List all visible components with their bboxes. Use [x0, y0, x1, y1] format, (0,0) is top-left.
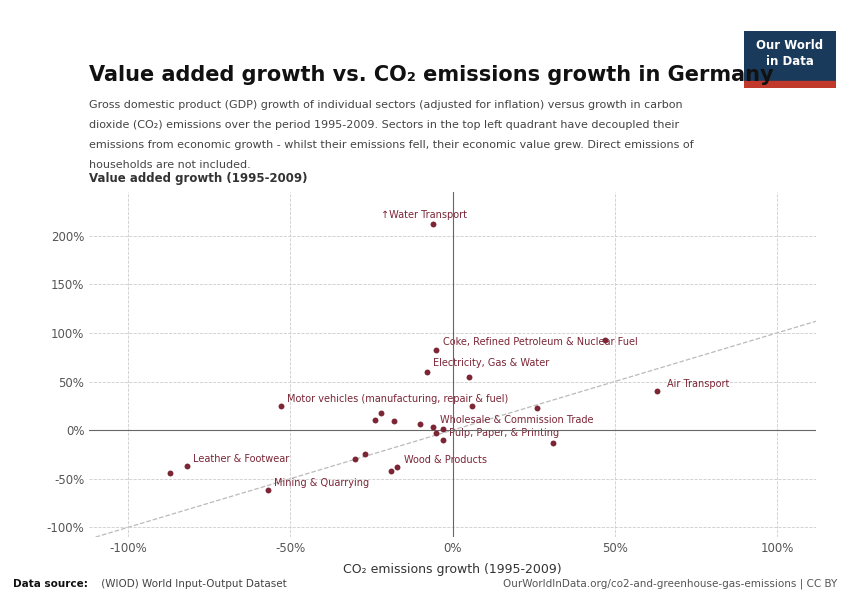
Point: [462, 372, 476, 382]
Text: Motor vehicles (manufacturing, repair & fuel): Motor vehicles (manufacturing, repair & …: [287, 394, 508, 404]
Text: Wholesale & Commission Trade: Wholesale & Commission Trade: [439, 415, 593, 425]
Text: Value added growth (1995-2009): Value added growth (1995-2009): [89, 172, 308, 185]
Point: [375, 408, 388, 418]
Text: ↑Water Transport: ↑Water Transport: [382, 210, 468, 220]
Point: [388, 416, 401, 426]
Point: [429, 346, 443, 355]
Point: [420, 367, 434, 377]
Point: [598, 335, 612, 344]
Point: [368, 416, 382, 425]
Text: Wood & Products: Wood & Products: [404, 455, 487, 465]
Text: Our World
in Data: Our World in Data: [756, 39, 823, 68]
Point: [427, 219, 440, 229]
Point: [429, 428, 443, 438]
Text: Electricity, Gas & Water: Electricity, Gas & Water: [434, 358, 549, 368]
Text: (WIOD) World Input-Output Dataset: (WIOD) World Input-Output Dataset: [98, 579, 286, 589]
X-axis label: CO₂ emissions growth (1995-2009): CO₂ emissions growth (1995-2009): [343, 563, 562, 576]
Text: Mining & Quarrying: Mining & Quarrying: [275, 478, 369, 488]
Text: OurWorldInData.org/co2-and-greenhouse-gas-emissions | CC BY: OurWorldInData.org/co2-and-greenhouse-ga…: [503, 578, 837, 589]
Point: [650, 386, 664, 396]
Point: [163, 468, 177, 478]
Point: [465, 401, 479, 410]
Point: [391, 462, 405, 472]
Bar: [744, 81, 836, 88]
Point: [547, 438, 560, 448]
Text: households are not included.: households are not included.: [89, 160, 251, 170]
Text: Air Transport: Air Transport: [666, 379, 729, 389]
Point: [348, 454, 362, 464]
Text: Gross domestic product (GDP) growth of individual sectors (adjusted for inflatio: Gross domestic product (GDP) growth of i…: [89, 100, 683, 110]
Text: Coke, Refined Petroleum & Nuclear Fuel: Coke, Refined Petroleum & Nuclear Fuel: [443, 337, 638, 347]
Point: [384, 466, 398, 476]
Point: [261, 485, 275, 495]
Point: [358, 449, 371, 459]
Text: Leather & Footwear: Leather & Footwear: [193, 454, 289, 464]
Point: [530, 403, 544, 413]
Point: [180, 461, 194, 471]
Point: [427, 422, 440, 432]
Text: dioxide (CO₂) emissions over the period 1995-2009. Sectors in the top left quadr: dioxide (CO₂) emissions over the period …: [89, 120, 679, 130]
Text: Pulp, Paper, & Printing: Pulp, Paper, & Printing: [450, 428, 559, 438]
Point: [413, 419, 427, 429]
Point: [436, 435, 450, 445]
Text: Data source:: Data source:: [13, 579, 88, 589]
Text: emissions from economic growth - whilst their emissions fell, their economic val: emissions from economic growth - whilst …: [89, 140, 694, 150]
Text: Value added growth vs. CO₂ emissions growth in Germany: Value added growth vs. CO₂ emissions gro…: [89, 65, 774, 85]
Point: [436, 424, 450, 434]
Point: [274, 401, 287, 410]
